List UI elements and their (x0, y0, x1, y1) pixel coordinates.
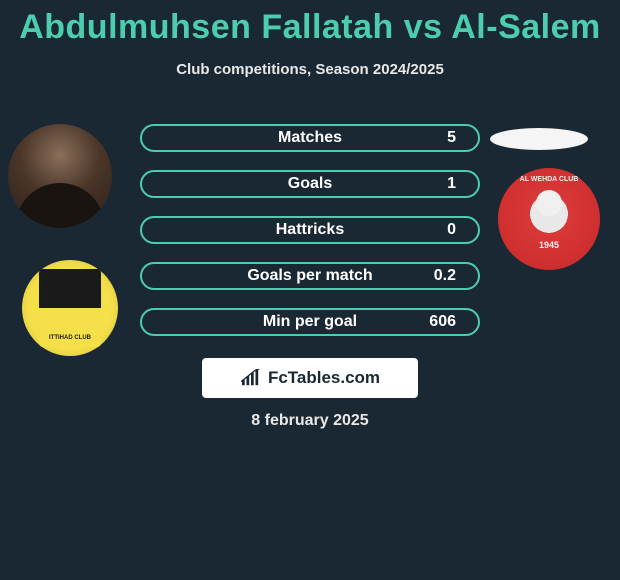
stat-row: Matches 5 (140, 124, 480, 152)
page-subtitle: Club competitions, Season 2024/2025 (0, 61, 620, 78)
stat-value: 1 (447, 175, 456, 193)
stat-value: 0 (447, 221, 456, 239)
stat-label: Goals (288, 175, 332, 193)
stat-row: Goals per match 0.2 (140, 262, 480, 290)
stat-label: Matches (278, 129, 342, 147)
brand-logo-text: FcTables.com (268, 368, 380, 388)
stats-list: Matches 5 Goals 1 Hattricks 0 Goals per … (140, 124, 480, 354)
stat-label: Goals per match (247, 267, 372, 285)
page-title: Abdulmuhsen Fallatah vs Al-Salem (0, 0, 620, 47)
stat-value: 5 (447, 129, 456, 147)
club-badge-right-inner: AL WEHDA CLUB 1945 (498, 168, 600, 270)
stat-value: 0.2 (434, 267, 456, 285)
stat-row: Min per goal 606 (140, 308, 480, 336)
player-avatar-left (8, 124, 112, 228)
club-badge-left-label: ITTIHAD CLUB (49, 335, 91, 341)
stat-row: Hattricks 0 (140, 216, 480, 244)
stat-value: 606 (429, 313, 456, 331)
club-badge-left-shield: ITTIHAD CLUB (39, 269, 101, 347)
club-badge-left: ITTIHAD CLUB (22, 260, 118, 356)
stat-label: Min per goal (263, 313, 357, 331)
brand-logo: FcTables.com (202, 358, 418, 398)
club-badge-right: AL WEHDA CLUB 1945 (498, 168, 600, 270)
chart-icon (240, 369, 262, 387)
player-placeholder-right (490, 128, 588, 150)
stat-row: Goals 1 (140, 170, 480, 198)
club-badge-right-year: 1945 (539, 240, 559, 250)
stat-label: Hattricks (276, 221, 344, 239)
club-badge-right-ball-icon (536, 190, 562, 216)
infographic-date: 8 february 2025 (0, 412, 620, 430)
club-badge-right-label: AL WEHDA CLUB (520, 176, 579, 183)
